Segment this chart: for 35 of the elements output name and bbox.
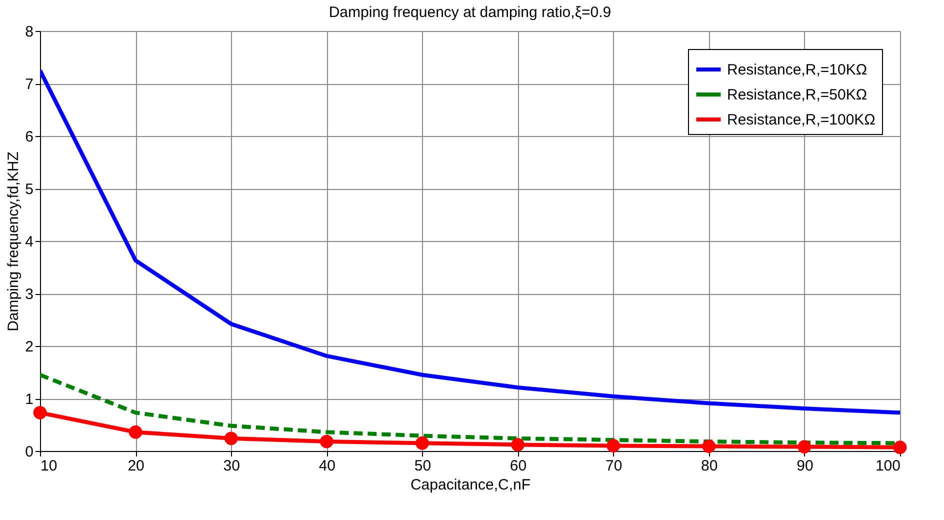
y-tick-label: 0	[25, 444, 34, 460]
x-tick-label: 40	[318, 458, 336, 474]
x-tick-label: 70	[605, 458, 622, 474]
x-tick-label: 20	[128, 458, 144, 474]
point	[893, 440, 907, 454]
y-tick-label: 6	[25, 128, 34, 146]
y-tick-label: 1	[25, 391, 34, 408]
x-axis-title: Capacitance,C,nF	[410, 476, 531, 494]
x-tick-label: 90	[796, 458, 814, 474]
x-tick-label: 100	[875, 458, 900, 474]
legend-label: Resistance,R,=10KΩ	[727, 62, 868, 78]
point	[606, 439, 620, 452]
y-tick-label: 4	[25, 234, 34, 250]
point	[128, 425, 142, 439]
x-tick-label: 80	[701, 458, 718, 474]
x-tick-label: 30	[223, 458, 240, 474]
legend-label: Resistance,R,=50KΩ	[727, 86, 868, 104]
y-tick-label: 3	[25, 286, 34, 303]
y-tick-label: 8	[25, 24, 34, 40]
y-tick-label: 5	[25, 181, 34, 198]
point	[416, 436, 429, 450]
y-tick-label: 7	[25, 76, 34, 93]
point	[798, 440, 812, 454]
legend-label: Resistance,R,=100KΩ	[727, 112, 876, 128]
chart-title: Damping frequency at damping ratio,ξ=0.9	[328, 4, 612, 21]
x-tick-label: 60	[510, 458, 527, 474]
x-tick-label: 50	[414, 458, 432, 474]
y-axis-title: Damping frequency,fd,KHZ	[5, 152, 22, 332]
point	[702, 440, 716, 453]
y-tick-label: 2	[25, 338, 34, 356]
point	[224, 432, 238, 446]
point	[320, 434, 334, 448]
x-tick-label: 10	[40, 458, 58, 474]
point	[33, 406, 47, 420]
point	[511, 438, 524, 452]
